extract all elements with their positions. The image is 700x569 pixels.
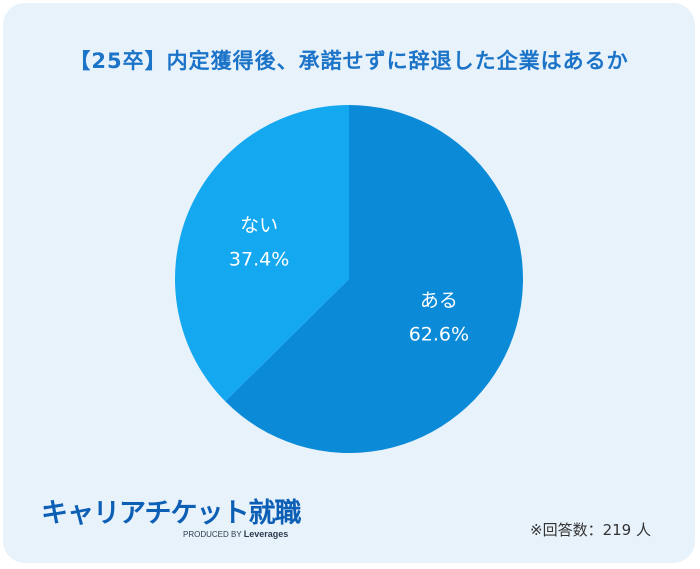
respondent-count: ※回答数：219 人 (530, 521, 651, 539)
chart-card: 【25卒】内定獲得後、承諾せずに辞退した企業はあるか ある 62.6% ない 37.4… (3, 3, 695, 563)
pie-slice-2 (174, 105, 349, 402)
chart-title: 【25卒】内定獲得後、承諾せずに辞退した企業はあるか (69, 49, 629, 73)
career-ticket-logo: キャリアチケット就職 PRODUCED BY Leverages (41, 491, 301, 539)
produced-by-label: PRODUCED BY (183, 530, 242, 539)
slice-value-2: 37.4% (229, 248, 289, 270)
slice-value-1: 62.6% (409, 324, 469, 346)
company-name: Leverages (243, 529, 289, 539)
slice-label-1: ある (420, 290, 458, 312)
pie-labels: ある 62.6% ない 37.4% (229, 214, 469, 345)
pie-chart: ある 62.6% ない 37.4% (174, 105, 523, 453)
pie-slice-1 (225, 105, 523, 453)
pie-slices (174, 105, 523, 453)
logo-text: キャリアチケット就職 (41, 498, 301, 529)
slice-label-2: ない (240, 214, 278, 236)
produced-by-credit: PRODUCED BY Leverages (183, 529, 288, 539)
